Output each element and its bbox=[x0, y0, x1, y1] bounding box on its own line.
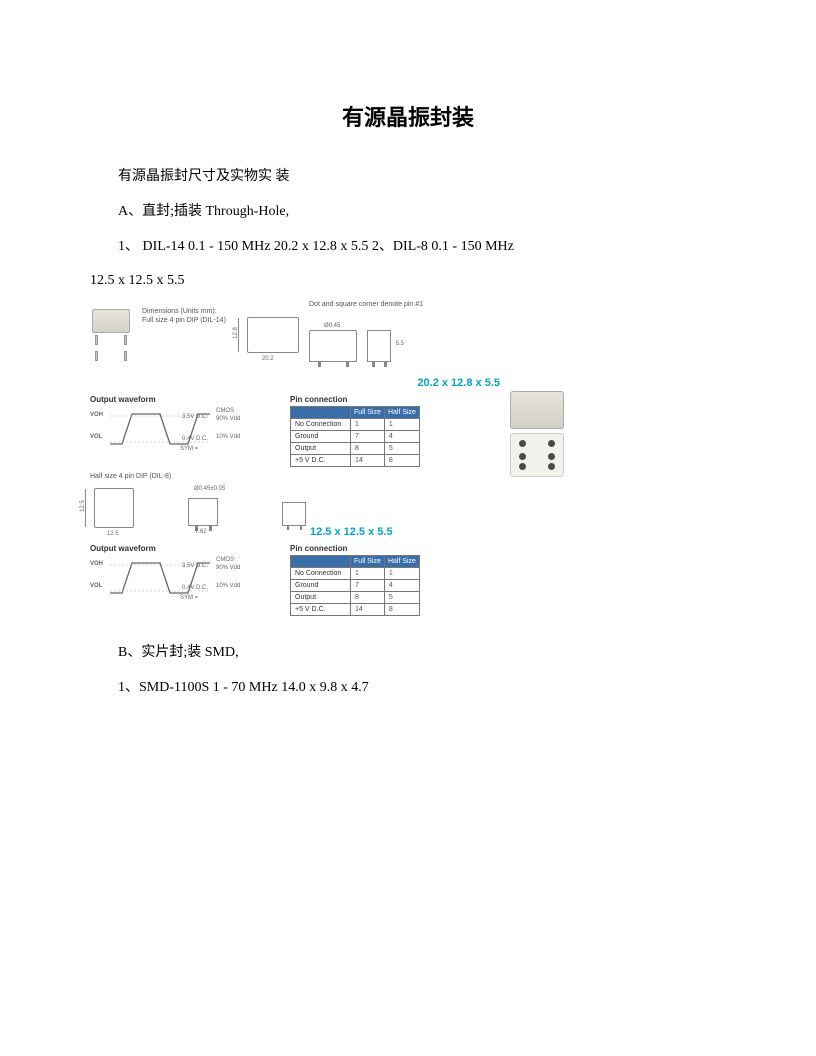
dim-h-label: 12.8 bbox=[233, 327, 239, 339]
pin-cell: 4 bbox=[384, 580, 419, 592]
pin-cell: No Connection bbox=[291, 568, 351, 580]
vol-label-2: VOL bbox=[90, 583, 102, 589]
dil8-size-cyan: 12.5 x 12.5 x 5.5 bbox=[310, 526, 500, 538]
pin-cell: 14 bbox=[351, 455, 385, 467]
section-a-line2: 12.5 x 12.5 x 5.5 bbox=[90, 266, 726, 297]
pin-cell: 1 bbox=[351, 419, 385, 431]
dil8-top-drawing: 12.5 12.5 bbox=[94, 488, 134, 528]
section-b-heading: B、实片封;装 SMD, bbox=[90, 638, 726, 669]
dim-t-label: 5.5 bbox=[396, 341, 404, 347]
pin-cell: +5 V D.C. bbox=[291, 604, 351, 616]
voh-label-2: VOH bbox=[90, 561, 103, 567]
pin-cell: +5 V D.C. bbox=[291, 455, 351, 467]
table-row: Ground74 bbox=[291, 431, 420, 443]
pin-cell: Output bbox=[291, 443, 351, 455]
table-row: +5 V D.C.148 bbox=[291, 604, 420, 616]
pin-th-blank-2 bbox=[291, 556, 351, 568]
pin-dia2-label: Ø0.45±0.05 bbox=[194, 486, 225, 492]
pin-cell: 14 bbox=[351, 604, 385, 616]
table-row: No Connection11 bbox=[291, 419, 420, 431]
dil8-side-drawing: 7.62 bbox=[188, 498, 218, 526]
pin-connection-title-2: Pin connection bbox=[290, 544, 420, 553]
pin-cell: No Connection bbox=[291, 419, 351, 431]
pin-cell: 1 bbox=[351, 568, 385, 580]
dil14-side-drawing: Ø0.45 bbox=[309, 330, 357, 362]
pin-cell: Ground bbox=[291, 431, 351, 443]
dil14-waveform-row: Output waveform VOH VOL CMOS 90% Vdd 3.5… bbox=[90, 395, 510, 467]
dil14-size-cyan: 20.2 x 12.8 x 5.5 bbox=[90, 377, 500, 389]
wf-pct1-label: 90% Vdd bbox=[216, 416, 240, 422]
dim-units-label: Dimensions (Units mm): bbox=[142, 307, 237, 316]
table-row: Output85 bbox=[291, 592, 420, 604]
wf-cmos-label-2: CMOS bbox=[216, 557, 234, 563]
dimension-labels: Dimensions (Units mm): Full size 4 pin D… bbox=[142, 301, 237, 325]
pin-cell: 7 bbox=[351, 580, 385, 592]
pin-cell: 8 bbox=[384, 604, 419, 616]
dil14-row: Dimensions (Units mm): Full size 4 pin D… bbox=[90, 301, 510, 371]
table-row: Ground74 bbox=[291, 580, 420, 592]
table-row: No Connection11 bbox=[291, 568, 420, 580]
pin-th-blank bbox=[291, 407, 351, 419]
pin-cell: 5 bbox=[384, 443, 419, 455]
pin-connection-table-2: Full Size Half Size No Connection11 Grou… bbox=[290, 555, 420, 616]
waveform-diagram-2: VOH VOL CMOS 90% Vdd 3.5V D.C. 0.4V D.C.… bbox=[90, 555, 250, 603]
vol-label: VOL bbox=[90, 434, 102, 440]
wf-pct2-label-2: 10% Vdd bbox=[216, 583, 240, 589]
dot-note: Dot and square corner denote pin #1 bbox=[309, 301, 429, 308]
dim-w-label: 20.2 bbox=[262, 356, 274, 362]
table-row: Output85 bbox=[291, 443, 420, 455]
pin-th-half: Half Size bbox=[384, 407, 419, 419]
wf-pct1-label-2: 90% Vdd bbox=[216, 565, 240, 571]
pin-connection-title: Pin connection bbox=[290, 395, 420, 404]
intro-text: 有源晶振封尺寸及实物实 装 bbox=[90, 162, 726, 193]
page-title: 有源晶振封装 bbox=[90, 100, 726, 132]
pin-cell: 8 bbox=[384, 455, 419, 467]
pin-th-full: Full Size bbox=[351, 407, 385, 419]
pin-cell: 8 bbox=[351, 443, 385, 455]
output-waveform-title: Output waveform bbox=[90, 395, 260, 404]
pin-cell: Output bbox=[291, 592, 351, 604]
diagram-area: Dimensions (Units mm): Full size 4 pin D… bbox=[90, 301, 510, 616]
pin-cell: 1 bbox=[384, 419, 419, 431]
output-waveform-title-2: Output waveform bbox=[90, 544, 260, 553]
pin-cell: 7 bbox=[351, 431, 385, 443]
pin-th-full-2: Full Size bbox=[351, 556, 385, 568]
wf-pct2-label: 10% Vdd bbox=[216, 434, 240, 440]
wf-vol-spec: 0.4V D.C. bbox=[182, 436, 208, 442]
section-a-line1: 1、 DIL-14 0.1 - 150 MHz 20.2 x 12.8 x 5.… bbox=[90, 232, 726, 263]
voh-label: VOH bbox=[90, 412, 103, 418]
chip-photo-icon bbox=[90, 301, 132, 363]
dil14-end-drawing: 5.5 bbox=[367, 330, 391, 362]
pin-cell: 1 bbox=[384, 568, 419, 580]
pin-connection-table: Full Size Half Size No Connection11 Grou… bbox=[290, 406, 420, 467]
dil14-top-drawing: 12.8 20.2 bbox=[247, 317, 299, 353]
chip-large-photo-icon bbox=[510, 391, 570, 477]
pin-cell: Ground bbox=[291, 580, 351, 592]
pin-cell: 5 bbox=[384, 592, 419, 604]
wf-sym-label: SYM = bbox=[180, 446, 198, 452]
dil8-end-drawing bbox=[282, 502, 306, 526]
section-a-heading: A、直封;插装 Through-Hole, bbox=[90, 197, 726, 228]
wf-voh-spec-2: 3.5V D.C. bbox=[182, 563, 208, 569]
pin-pitch-label: 7.62 bbox=[195, 529, 207, 535]
pin-cell: 8 bbox=[351, 592, 385, 604]
pin-cell: 4 bbox=[384, 431, 419, 443]
dil8-label: Half size 4 pin DIP (DIL-8) bbox=[90, 473, 510, 480]
wf-sym-label-2: SYM = bbox=[180, 595, 198, 601]
dil8-h-label: 12.5 bbox=[80, 500, 86, 512]
wf-cmos-label: CMOS bbox=[216, 408, 234, 414]
wf-voh-spec: 3.5V D.C. bbox=[182, 414, 208, 420]
table-row: +5 V D.C.148 bbox=[291, 455, 420, 467]
section-b-line1: 1、SMD-1100S 1 - 70 MHz 14.0 x 9.8 x 4.7 bbox=[90, 673, 726, 704]
dil14-label: Full size 4 pin DIP (DIL-14) bbox=[142, 316, 237, 325]
dil8-w-label: 12.5 bbox=[107, 531, 119, 537]
pin-th-half-2: Half Size bbox=[384, 556, 419, 568]
wf-vol-spec-2: 0.4V D.C. bbox=[182, 585, 208, 591]
pin-dia-label: Ø0.45 bbox=[324, 323, 340, 329]
dil8-waveform-row: Output waveform VOH VOL CMOS 90% Vdd 3.5… bbox=[90, 544, 510, 616]
waveform-diagram: VOH VOL CMOS 90% Vdd 3.5V D.C. 0.4V D.C.… bbox=[90, 406, 250, 454]
